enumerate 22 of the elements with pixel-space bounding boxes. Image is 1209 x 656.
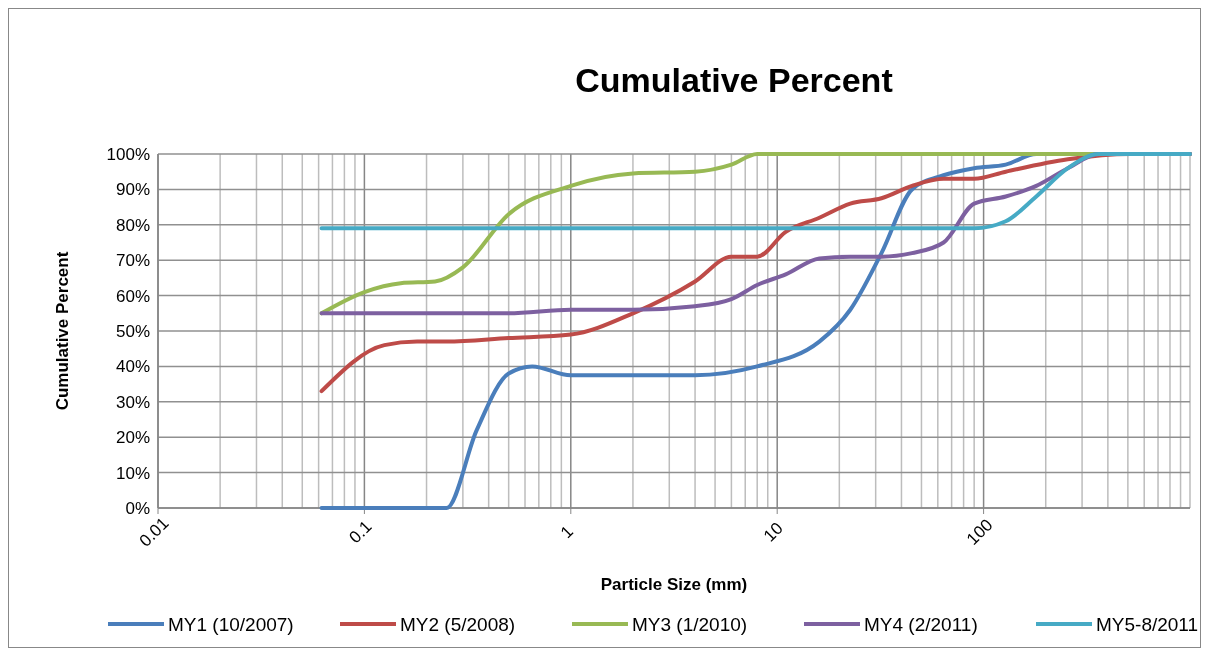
chart-title: Cumulative Percent [575,61,893,99]
y-tick-label: 20% [115,428,150,448]
y-tick-label: 60% [115,286,150,306]
y-tick-label: 100% [106,144,150,164]
x-tick-label: 10 [759,518,787,546]
y-tick-label: 90% [115,180,150,200]
legend-label: MY3 (1/2010) [632,613,748,635]
y-tick-label: 10% [115,463,150,483]
y-tick-label: 50% [115,321,150,341]
y-tick-label: 40% [115,357,150,377]
legend-label: MY5-8/2011 [1096,613,1199,635]
x-axis-title: Particle Size (mm) [600,575,748,594]
y-tick-label: 70% [115,251,150,271]
x-tick-label: 100 [962,515,997,549]
legend-label: MY4 (2/2011) [864,613,978,635]
y-axis-title: Cumulative Percent [53,251,72,411]
y-tick-label: 80% [115,215,150,235]
y-tick-label: 30% [115,392,150,412]
legend-label: MY1 (10/2007) [168,613,294,635]
legend-label: MY2 (5/2008) [400,613,516,635]
x-tick-label: 1 [556,522,577,543]
x-tick-label: 0.1 [345,517,376,548]
